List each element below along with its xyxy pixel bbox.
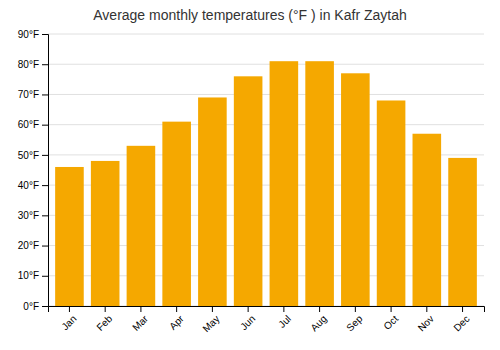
tick: Feb — [94, 306, 114, 333]
tick-mark — [42, 185, 48, 186]
tick: Aug — [308, 306, 328, 333]
bar — [448, 158, 477, 306]
tick: Oct — [381, 306, 400, 332]
tick-label: 70°F — [18, 89, 39, 100]
tick: 30°F — [18, 210, 48, 221]
x-axis: Jan Feb Mar Apr May Jun Jul Aug Sep Oct Nov Dec — [49, 306, 485, 334]
grid — [48, 34, 484, 306]
tick-label: Apr — [167, 313, 186, 332]
tick-label: Sep — [344, 313, 365, 334]
tick: 80°F — [18, 59, 48, 70]
bar — [162, 122, 191, 306]
bar — [91, 161, 120, 306]
tick-label: 30°F — [18, 210, 39, 221]
tick-label: 40°F — [18, 180, 39, 191]
tick-mark — [462, 306, 463, 312]
bar — [377, 100, 406, 306]
tick-label: 0°F — [23, 301, 39, 312]
tick-label: Oct — [381, 313, 400, 332]
tick-label: Jun — [238, 313, 257, 332]
bars — [55, 61, 477, 306]
tick: 40°F — [18, 180, 48, 191]
tick-mark — [42, 94, 48, 95]
tick-label: 10°F — [18, 270, 39, 281]
tick-label: 90°F — [18, 29, 39, 40]
tick-label: Jul — [276, 313, 293, 330]
tick: Apr — [167, 306, 186, 332]
bar — [305, 61, 334, 306]
tick: Sep — [344, 306, 365, 333]
plot: 0°F 10°F 20°F 30°F 40°F 50°F 60°F 70°F 80°F 90°F J… — [18, 29, 485, 335]
tick-mark — [42, 215, 48, 216]
tick: May — [200, 306, 221, 334]
bar — [234, 76, 263, 306]
tick: 0°F — [23, 301, 48, 312]
tick: 70°F — [18, 89, 48, 100]
tick: 90°F — [18, 29, 48, 40]
chart: Average monthly temperatures (°F ) in Ka… — [0, 0, 500, 350]
bar — [55, 167, 84, 306]
tick-mark — [140, 306, 141, 312]
tick-mark — [42, 125, 48, 126]
grid-line — [48, 94, 484, 95]
tick: 60°F — [18, 119, 48, 130]
tick-mark — [42, 246, 48, 247]
tick: 10°F — [18, 270, 48, 281]
tick-mark — [283, 306, 284, 312]
tick-label: 50°F — [18, 150, 39, 161]
bar — [413, 134, 442, 306]
tick: 50°F — [18, 150, 48, 161]
tick-label: Feb — [94, 313, 114, 333]
tick-mark — [248, 306, 249, 312]
tick-label: 80°F — [18, 59, 39, 70]
title: Average monthly temperatures (°F ) in Ka… — [93, 7, 406, 23]
tick: Jun — [238, 306, 257, 332]
tick: 20°F — [18, 240, 48, 251]
axis-line — [42, 35, 49, 307]
tick-mark — [212, 306, 213, 312]
tick-mark — [42, 34, 48, 35]
tick-mark — [42, 155, 48, 156]
tick: Jan — [59, 306, 78, 332]
grid-line — [48, 124, 484, 125]
tick-label: 60°F — [18, 119, 39, 130]
tick-mark — [176, 306, 177, 312]
tick-mark — [319, 306, 320, 312]
tick: Mar — [130, 306, 150, 333]
tick-mark — [426, 306, 427, 312]
tick-mark — [42, 64, 48, 65]
bar — [127, 146, 156, 306]
tick: Nov — [416, 306, 436, 333]
tick-mark — [42, 276, 48, 277]
bar — [198, 97, 227, 306]
axis-line — [49, 307, 485, 313]
bar — [270, 61, 299, 306]
tick-label: Jan — [59, 313, 78, 332]
tick-label: Aug — [308, 313, 328, 333]
grid-line — [48, 64, 484, 65]
tick-label: 20°F — [18, 240, 39, 251]
tick-label: Mar — [130, 313, 150, 333]
tick: Jul — [276, 306, 293, 330]
tick-mark — [105, 306, 106, 312]
tick: Dec — [451, 306, 471, 333]
grid-line — [48, 34, 484, 35]
tick-label: Dec — [451, 313, 471, 333]
tick-mark — [355, 306, 356, 312]
bar — [341, 73, 370, 306]
tick-label: May — [200, 313, 221, 334]
y-axis: 0°F 10°F 20°F 30°F 40°F 50°F 60°F 70°F 80°F 90°F — [18, 29, 49, 312]
tick-mark — [69, 306, 70, 312]
tick-label: Nov — [416, 313, 436, 333]
tick-mark — [42, 306, 48, 307]
tick-mark — [391, 306, 392, 312]
